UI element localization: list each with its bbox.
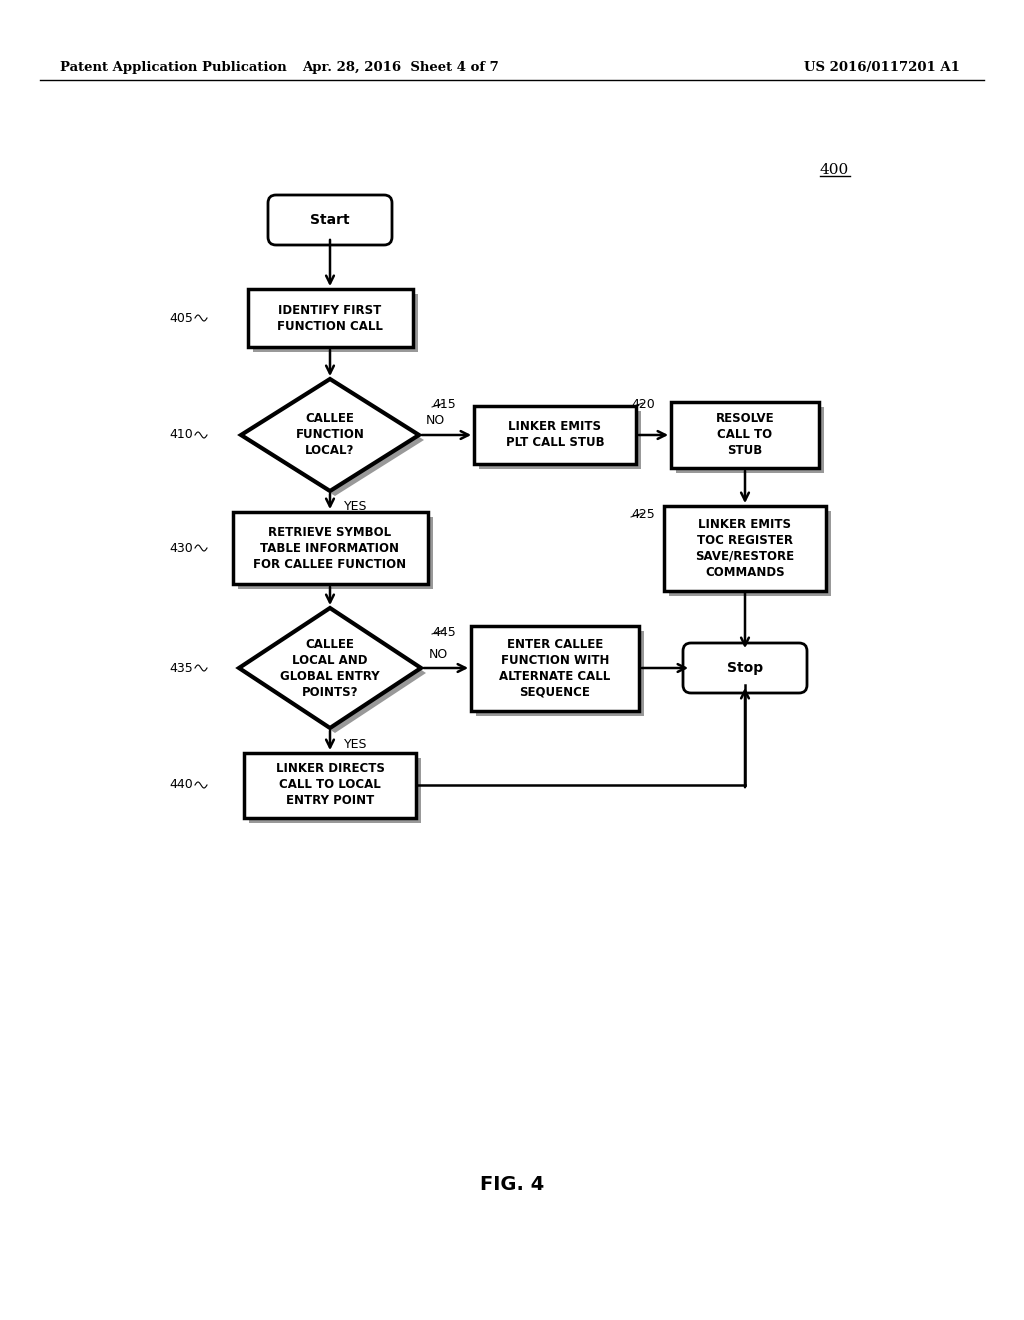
- Text: 440: 440: [169, 779, 193, 792]
- Text: YES: YES: [344, 500, 368, 513]
- Text: Patent Application Publication: Patent Application Publication: [60, 62, 287, 74]
- Polygon shape: [246, 384, 424, 496]
- Text: NO: NO: [428, 648, 447, 660]
- Polygon shape: [479, 411, 641, 469]
- Polygon shape: [476, 631, 644, 715]
- FancyBboxPatch shape: [268, 195, 392, 246]
- Polygon shape: [471, 626, 639, 710]
- Text: RESOLVE
CALL TO
STUB: RESOLVE CALL TO STUB: [716, 412, 774, 458]
- Text: ENTER CALLEE
FUNCTION WITH
ALTERNATE CALL
SEQUENCE: ENTER CALLEE FUNCTION WITH ALTERNATE CAL…: [500, 638, 610, 698]
- Text: 415: 415: [432, 399, 456, 412]
- Polygon shape: [239, 609, 421, 729]
- Text: LINKER EMITS
PLT CALL STUB: LINKER EMITS PLT CALL STUB: [506, 421, 604, 450]
- Text: FIG. 4: FIG. 4: [480, 1176, 544, 1195]
- Polygon shape: [244, 612, 426, 733]
- Text: 425: 425: [631, 508, 654, 521]
- Text: US 2016/0117201 A1: US 2016/0117201 A1: [804, 62, 961, 74]
- Polygon shape: [249, 758, 421, 822]
- Text: CALLEE
LOCAL AND
GLOBAL ENTRY
POINTS?: CALLEE LOCAL AND GLOBAL ENTRY POINTS?: [281, 638, 380, 698]
- Text: 400: 400: [820, 162, 849, 177]
- Polygon shape: [248, 289, 413, 347]
- Text: LINKER EMITS
TOC REGISTER
SAVE/RESTORE
COMMANDS: LINKER EMITS TOC REGISTER SAVE/RESTORE C…: [695, 517, 795, 578]
- Text: YES: YES: [344, 738, 368, 751]
- Text: IDENTIFY FIRST
FUNCTION CALL: IDENTIFY FIRST FUNCTION CALL: [278, 304, 383, 333]
- Polygon shape: [244, 752, 416, 817]
- Text: LINKER DIRECTS
CALL TO LOCAL
ENTRY POINT: LINKER DIRECTS CALL TO LOCAL ENTRY POINT: [275, 763, 384, 808]
- Text: NO: NO: [425, 414, 444, 428]
- Polygon shape: [253, 294, 418, 352]
- Text: CALLEE
FUNCTION
LOCAL?: CALLEE FUNCTION LOCAL?: [296, 412, 365, 458]
- Polygon shape: [676, 407, 824, 473]
- Polygon shape: [669, 511, 831, 595]
- Polygon shape: [474, 407, 636, 465]
- Polygon shape: [232, 512, 427, 583]
- Polygon shape: [241, 379, 419, 491]
- Text: 420: 420: [631, 399, 654, 412]
- Text: Start: Start: [310, 213, 350, 227]
- Text: 445: 445: [432, 626, 456, 639]
- Text: 435: 435: [169, 661, 193, 675]
- Polygon shape: [664, 506, 826, 590]
- Text: RETRIEVE SYMBOL
TABLE INFORMATION
FOR CALLEE FUNCTION: RETRIEVE SYMBOL TABLE INFORMATION FOR CA…: [253, 525, 407, 570]
- Polygon shape: [238, 517, 432, 589]
- FancyBboxPatch shape: [683, 643, 807, 693]
- Text: 430: 430: [169, 541, 193, 554]
- Text: 410: 410: [169, 429, 193, 441]
- Text: Stop: Stop: [727, 661, 763, 675]
- Text: 405: 405: [169, 312, 193, 325]
- Polygon shape: [671, 403, 819, 469]
- Text: Apr. 28, 2016  Sheet 4 of 7: Apr. 28, 2016 Sheet 4 of 7: [302, 62, 499, 74]
